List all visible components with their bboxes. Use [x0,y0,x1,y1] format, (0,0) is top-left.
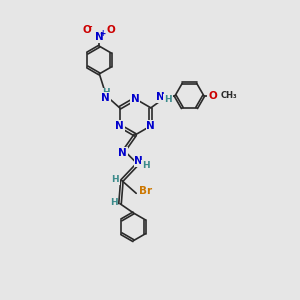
Text: -: - [89,23,93,32]
Text: O: O [208,91,217,100]
Text: N: N [131,94,140,104]
Text: H: H [164,95,172,104]
Text: O: O [107,26,116,35]
Text: O: O [83,26,92,35]
Text: N: N [134,156,143,166]
Text: Br: Br [139,187,152,196]
Text: N: N [95,32,104,42]
Text: N: N [146,121,155,131]
Text: H: H [112,175,119,184]
Text: N: N [115,121,124,131]
Text: N: N [101,93,110,103]
Text: CH₃: CH₃ [221,91,238,100]
Text: H: H [110,198,117,207]
Text: H: H [103,88,110,97]
Text: H: H [142,160,149,169]
Text: +: + [99,29,106,38]
Text: N: N [118,148,127,158]
Text: N: N [156,92,165,102]
